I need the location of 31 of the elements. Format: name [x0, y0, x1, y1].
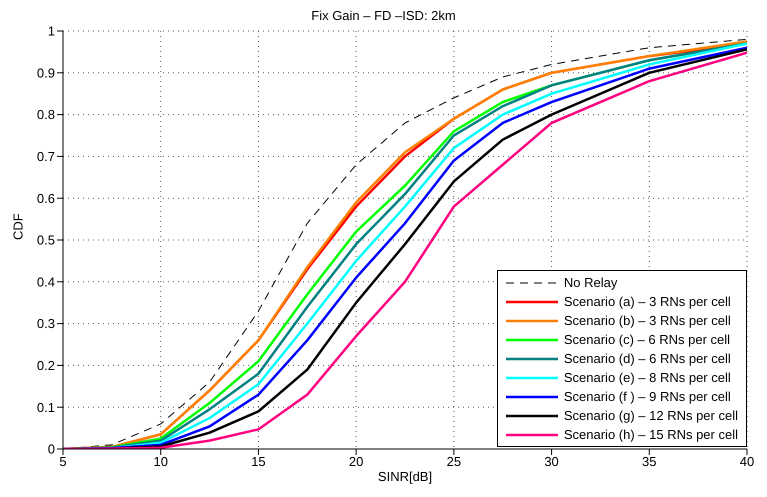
legend-label: Scenario (a) – 3 RNs per cell: [564, 293, 731, 311]
y-tick-label: 0.6: [36, 190, 55, 206]
y-tick-label: 0.4: [36, 274, 55, 290]
y-tick-label: 0.9: [36, 65, 55, 80]
x-tick-label: 30: [544, 454, 559, 470]
x-tick-label: 35: [642, 454, 657, 470]
legend-label: Scenario (h) – 15 RNs per cell: [564, 426, 738, 444]
y-tick-label: 0.8: [36, 107, 55, 122]
x-tick-label: 40: [740, 454, 754, 470]
legend-label: Scenario (b) – 3 RNs per cell: [564, 312, 731, 330]
legend-label: Scenario (e) – 8 RNs per cell: [564, 369, 731, 387]
chart-title: Fix Gain – FD –ISD: 2km: [310, 8, 457, 23]
y-tick-label: 1: [48, 24, 55, 39]
y-tick-label: 0.3: [36, 316, 55, 332]
y-tick-label: 0.5: [36, 232, 55, 248]
y-tick-label: 0.2: [36, 358, 55, 374]
y-tick-label: 0.7: [36, 149, 55, 164]
legend-label: No Relay: [564, 274, 618, 292]
y-axis-title: CDF: [10, 213, 26, 240]
legend-label: Scenario (g) – 12 RNs per cell: [564, 407, 738, 425]
legend-label: Scenario (c) – 6 RNs per cell: [564, 331, 730, 349]
legend-label: Scenario (f ) – 9 RNs per cell: [564, 388, 731, 406]
x-tick-label: 20: [348, 454, 364, 470]
x-tick-label: 15: [251, 454, 266, 470]
x-tick-label: 25: [446, 454, 462, 470]
y-tick-label: 0.1: [36, 400, 55, 415]
x-tick-label: 10: [153, 454, 168, 470]
x-axis-title: SINR[dB]: [378, 469, 432, 484]
y-tick-label: 0: [48, 442, 55, 457]
legend-label: Scenario (d) – 6 RNs per cell: [564, 350, 731, 368]
x-tick-label: 5: [59, 454, 67, 470]
